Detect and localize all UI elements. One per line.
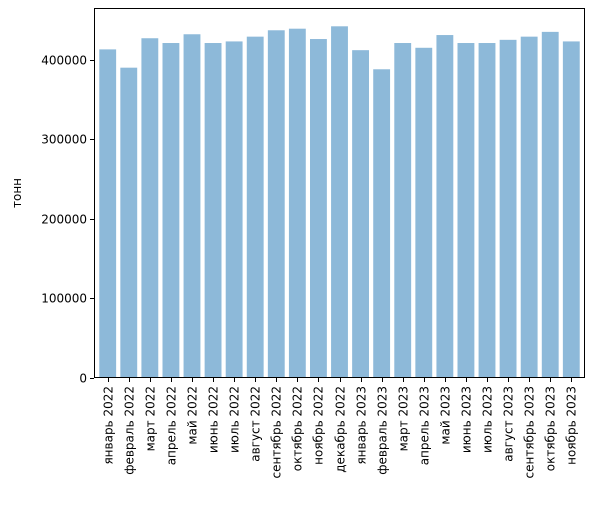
y-tick-label: 100000: [41, 292, 87, 306]
x-tick-label: июнь 2022: [207, 386, 221, 453]
bar: [520, 36, 538, 379]
bar: [120, 67, 138, 379]
bar: [373, 69, 391, 379]
bar: [288, 28, 306, 378]
bar: [541, 31, 559, 379]
x-tick-label: март 2022: [144, 386, 158, 451]
x-tick-label: май 2022: [186, 386, 200, 445]
x-tick-label: август 2023: [502, 386, 516, 462]
bar: [225, 41, 243, 379]
bars-group: [99, 26, 580, 379]
bar: [162, 43, 180, 378]
x-tick-label: апрель 2022: [165, 386, 179, 465]
x-tick-label: август 2022: [249, 386, 263, 462]
y-tick-label: 300000: [41, 133, 87, 147]
x-tick-label: октябрь 2022: [291, 386, 305, 471]
bar: [478, 43, 496, 378]
x-tick-label: март 2023: [397, 386, 411, 451]
bar: [352, 50, 369, 379]
bar: [331, 26, 348, 379]
x-tick-label: сентябрь 2022: [270, 386, 284, 478]
x-tick-label: апрель 2023: [418, 386, 432, 465]
x-tick-label: июль 2022: [228, 386, 242, 453]
x-tick-label: январь 2022: [102, 386, 116, 465]
x-tick-label: октябрь 2023: [544, 386, 558, 471]
bar: [457, 43, 475, 378]
bar: [141, 38, 159, 379]
bar: [562, 41, 580, 379]
x-tick-label: февраль 2022: [123, 386, 137, 475]
bar: [499, 39, 517, 378]
x-tick-label: ноябрь 2022: [312, 386, 326, 465]
bar: [246, 36, 264, 379]
bar: [436, 35, 454, 379]
bar: [183, 34, 201, 378]
bar: [310, 39, 327, 378]
x-tick-label: декабрь 2022: [334, 386, 348, 473]
x-tick-label: ноябрь 2023: [565, 386, 579, 465]
bar: [99, 49, 117, 378]
y-tick-label: 0: [79, 372, 87, 386]
y-axis-label: тонн: [10, 178, 24, 208]
plot-frame: [94, 8, 585, 378]
y-tick-label: 200000: [41, 213, 87, 227]
x-tick-label: февраль 2023: [376, 386, 390, 475]
y-axis: 0 100000 200000 300000 400000: [41, 54, 94, 386]
x-tick-label: июль 2023: [481, 386, 495, 453]
bar: [204, 43, 222, 378]
x-tick-label: сентябрь 2023: [523, 386, 537, 478]
bar: [267, 30, 285, 379]
x-tick-label: май 2023: [439, 386, 453, 445]
x-axis: январь 2022 февраль 2022 март 2022 апрель 2…: [102, 378, 579, 478]
y-tick-label: 400000: [41, 54, 87, 68]
bar: [415, 47, 433, 378]
x-tick-label: январь 2023: [355, 386, 369, 465]
bar: [394, 43, 412, 378]
x-tick-label: июнь 2023: [460, 386, 474, 453]
